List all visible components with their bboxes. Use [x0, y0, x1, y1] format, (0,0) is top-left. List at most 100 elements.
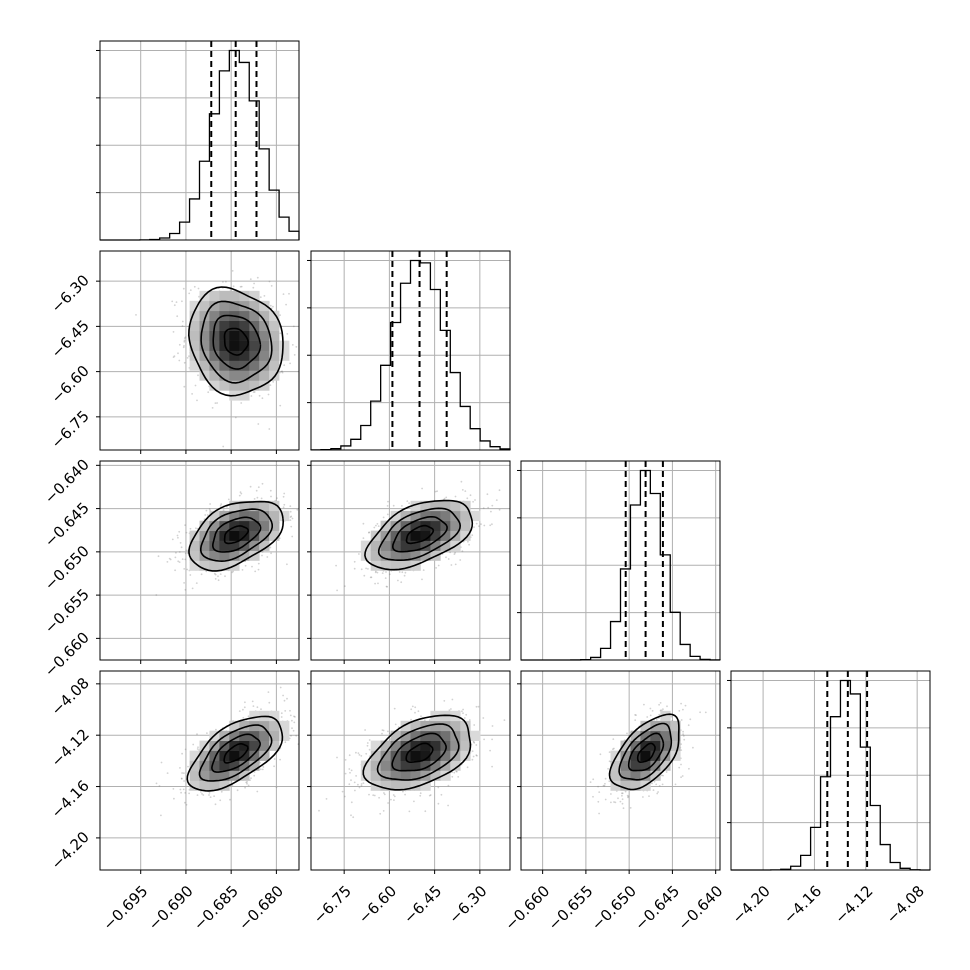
density-cell [440, 520, 451, 531]
sample-point [185, 531, 188, 534]
sample-point [375, 570, 377, 573]
sample-point [445, 496, 448, 499]
density-cell [440, 770, 451, 781]
density-cell [249, 290, 260, 302]
sample-point [172, 331, 175, 333]
sample-point [185, 549, 188, 552]
sample-point [197, 374, 199, 377]
density-cell [269, 520, 280, 531]
density-cell [239, 740, 250, 751]
contour-line-0 [405, 742, 434, 764]
sample-point [680, 719, 683, 721]
sample-point [487, 506, 490, 509]
sample-point [262, 766, 265, 768]
sample-point [397, 726, 400, 728]
density-cell [249, 750, 260, 761]
sample-point [196, 733, 198, 736]
sample-point [289, 709, 291, 712]
scatter-panel-3-2 [517, 670, 721, 874]
density-cell [249, 740, 260, 751]
density-cell [209, 360, 220, 371]
density-cell [380, 520, 391, 531]
sample-point [477, 705, 480, 708]
sample-point [390, 798, 392, 801]
density-cell [380, 760, 391, 771]
sample-point [401, 571, 404, 574]
sample-point [215, 728, 217, 731]
sample-point [269, 489, 272, 492]
sample-point [466, 497, 469, 500]
sample-point [188, 792, 191, 795]
sample-point [291, 719, 293, 722]
sample-point [448, 709, 451, 712]
density-cell [430, 530, 441, 541]
sample-point [263, 295, 266, 297]
density-cell [279, 350, 290, 361]
sample-point [428, 794, 431, 797]
sample-point [314, 501, 316, 503]
sample-point [450, 708, 452, 710]
sample-point [486, 493, 489, 496]
density-cell [400, 540, 411, 551]
sample-point [222, 445, 225, 448]
density-cell [269, 740, 280, 751]
sample-point [249, 278, 252, 281]
sample-point [214, 803, 217, 806]
density-cell [219, 350, 230, 361]
sample-point [244, 786, 247, 789]
sample-point [283, 503, 286, 506]
density-cell [239, 290, 250, 302]
density-cell [259, 350, 270, 361]
density-cell [420, 550, 431, 561]
sample-point [214, 573, 217, 576]
sample-point [402, 790, 404, 793]
sample-point [286, 563, 288, 566]
sample-point [259, 296, 262, 299]
sample-point [480, 523, 482, 525]
sample-point [666, 705, 668, 708]
sample-point [683, 738, 686, 741]
sample-point [657, 791, 659, 793]
density-cell [410, 510, 421, 522]
sample-point [612, 738, 615, 740]
sample-point [251, 700, 254, 703]
sample-point [350, 769, 353, 772]
sample-point [168, 557, 171, 560]
sample-point [682, 733, 684, 736]
density-cell [219, 560, 230, 571]
sample-point [191, 393, 194, 395]
contour-line-2 [198, 724, 273, 782]
density-cell [249, 500, 260, 512]
sample-point [385, 585, 388, 588]
sample-point [280, 712, 283, 715]
density-cell [209, 350, 220, 361]
density-cell [209, 380, 220, 391]
sample-point [450, 564, 453, 566]
density-cell [209, 330, 220, 341]
sample-point [392, 504, 395, 507]
sample-point [378, 796, 380, 799]
sample-point [267, 393, 270, 396]
sample-point [386, 513, 389, 516]
density-cell [259, 340, 270, 351]
sample-point [197, 287, 200, 290]
density-cell [189, 300, 200, 312]
sample-point [680, 702, 682, 705]
sample-point [619, 800, 622, 803]
sample-point [460, 480, 463, 483]
density-cell [229, 520, 240, 531]
density-cell [239, 720, 250, 732]
sample-point [182, 287, 185, 290]
sample-point [471, 534, 474, 536]
density-cell [380, 740, 391, 751]
sample-point [608, 780, 611, 783]
density-cell [440, 510, 451, 522]
density-cell [400, 510, 411, 522]
sample-point [437, 802, 440, 805]
sample-point [437, 786, 440, 789]
sample-point [688, 767, 690, 770]
density-cell [259, 520, 270, 531]
sample-point [386, 505, 389, 507]
sample-point [489, 524, 492, 527]
sample-point [466, 766, 469, 769]
